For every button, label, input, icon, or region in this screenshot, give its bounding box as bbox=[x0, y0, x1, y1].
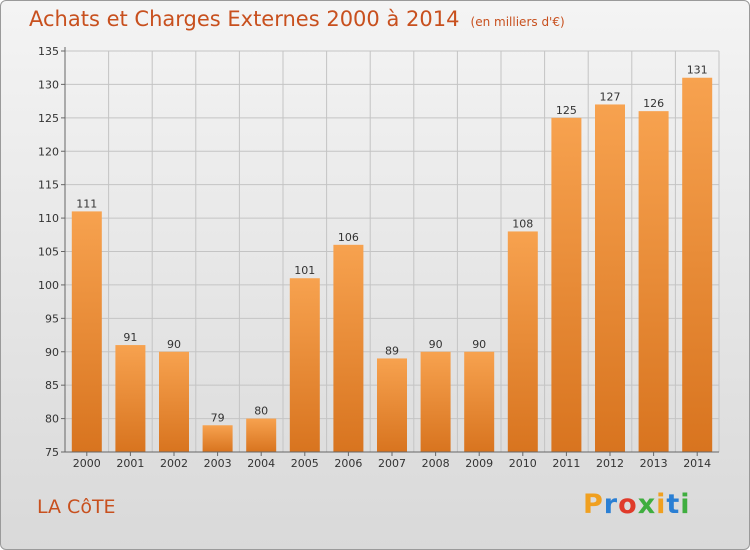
x-tick-label-2014: 2014 bbox=[683, 457, 711, 470]
value-label-2014: 131 bbox=[687, 64, 708, 77]
y-tick-label: 125 bbox=[38, 112, 59, 125]
value-label-2006: 106 bbox=[338, 231, 359, 244]
labels: 75 80 85 90 95 100 105 110 115 120 125 130 135 111 200… bbox=[38, 45, 711, 470]
y-tick-label: 75 bbox=[45, 446, 59, 459]
bar-2011 bbox=[551, 117, 582, 452]
bar-2013 bbox=[638, 111, 669, 453]
y-tick-label: 115 bbox=[38, 179, 59, 192]
y-tick-label: 135 bbox=[38, 45, 59, 58]
value-label-2005: 101 bbox=[294, 264, 315, 277]
value-label-2013: 126 bbox=[643, 97, 664, 110]
value-label-2012: 127 bbox=[600, 90, 621, 103]
bar-2000 bbox=[71, 211, 102, 452]
bar-2008 bbox=[420, 351, 451, 452]
y-tick-label: 120 bbox=[38, 145, 59, 158]
value-label-2002: 90 bbox=[167, 338, 181, 351]
logo-letter: P bbox=[583, 489, 604, 520]
logo-letter: o bbox=[618, 489, 638, 520]
chart-title: Achats et Charges Externes 2000 à 2014 (… bbox=[29, 7, 565, 31]
x-tick-label-2011: 2011 bbox=[552, 457, 580, 470]
y-tick-label: 110 bbox=[38, 212, 59, 225]
bar-2010 bbox=[507, 231, 538, 452]
logo-letter: r bbox=[603, 489, 619, 520]
y-tick-label: 95 bbox=[45, 312, 59, 325]
y-tick-label: 105 bbox=[38, 246, 59, 259]
value-label-2011: 125 bbox=[556, 104, 577, 117]
title-unit: (en milliers d'€) bbox=[470, 15, 565, 29]
title-text: Achats et Charges Externes 2000 à 2014 bbox=[29, 7, 460, 31]
value-label-2004: 80 bbox=[254, 405, 268, 418]
x-tick-label-2008: 2008 bbox=[422, 457, 450, 470]
value-label-2010: 108 bbox=[512, 217, 533, 230]
bar-2003 bbox=[202, 425, 233, 452]
y-tick-label: 130 bbox=[38, 78, 59, 91]
bar-2002 bbox=[159, 351, 189, 452]
value-label-2000: 111 bbox=[76, 197, 97, 210]
bars bbox=[71, 77, 713, 453]
city-name: LA CôTE bbox=[37, 496, 116, 518]
value-label-2009: 90 bbox=[472, 338, 486, 351]
x-tick-label-2013: 2013 bbox=[640, 457, 668, 470]
x-tick-label-2010: 2010 bbox=[509, 457, 537, 470]
x-tick-label-2001: 2001 bbox=[116, 457, 144, 470]
y-tick-label: 90 bbox=[45, 346, 59, 359]
logo-letter: i bbox=[656, 489, 667, 520]
bar-2014 bbox=[682, 77, 713, 452]
y-tick-label: 80 bbox=[45, 413, 59, 426]
x-tick-label-2004: 2004 bbox=[247, 457, 275, 470]
bar-2012 bbox=[595, 104, 625, 452]
x-tick-label-2012: 2012 bbox=[596, 457, 624, 470]
x-tick-label-2000: 2000 bbox=[73, 457, 101, 470]
bar-2006 bbox=[333, 244, 364, 452]
x-tick-label-2009: 2009 bbox=[465, 457, 493, 470]
x-tick-label-2007: 2007 bbox=[378, 457, 406, 470]
x-tick-label-2003: 2003 bbox=[204, 457, 232, 470]
x-tick-label-2005: 2005 bbox=[291, 457, 319, 470]
logo-letter: t bbox=[666, 489, 681, 520]
axes bbox=[61, 47, 719, 456]
bar-2005 bbox=[289, 278, 320, 452]
value-label-2001: 91 bbox=[123, 331, 137, 344]
logo-letter: i bbox=[680, 489, 691, 520]
y-tick-label: 85 bbox=[45, 379, 59, 392]
bar-2009 bbox=[464, 351, 495, 452]
logo-letter: x bbox=[637, 489, 657, 520]
value-label-2003: 79 bbox=[211, 411, 225, 424]
value-label-2008: 90 bbox=[429, 338, 443, 351]
x-tick-label-2006: 2006 bbox=[334, 457, 362, 470]
bar-2001 bbox=[115, 345, 146, 452]
proxiti-logo: Proxiti bbox=[583, 489, 691, 520]
y-tick-label: 100 bbox=[38, 279, 59, 292]
x-tick-label-2002: 2002 bbox=[160, 457, 188, 470]
bar-2004 bbox=[246, 418, 277, 452]
bar-2007 bbox=[377, 358, 407, 452]
value-label-2007: 89 bbox=[385, 344, 399, 357]
